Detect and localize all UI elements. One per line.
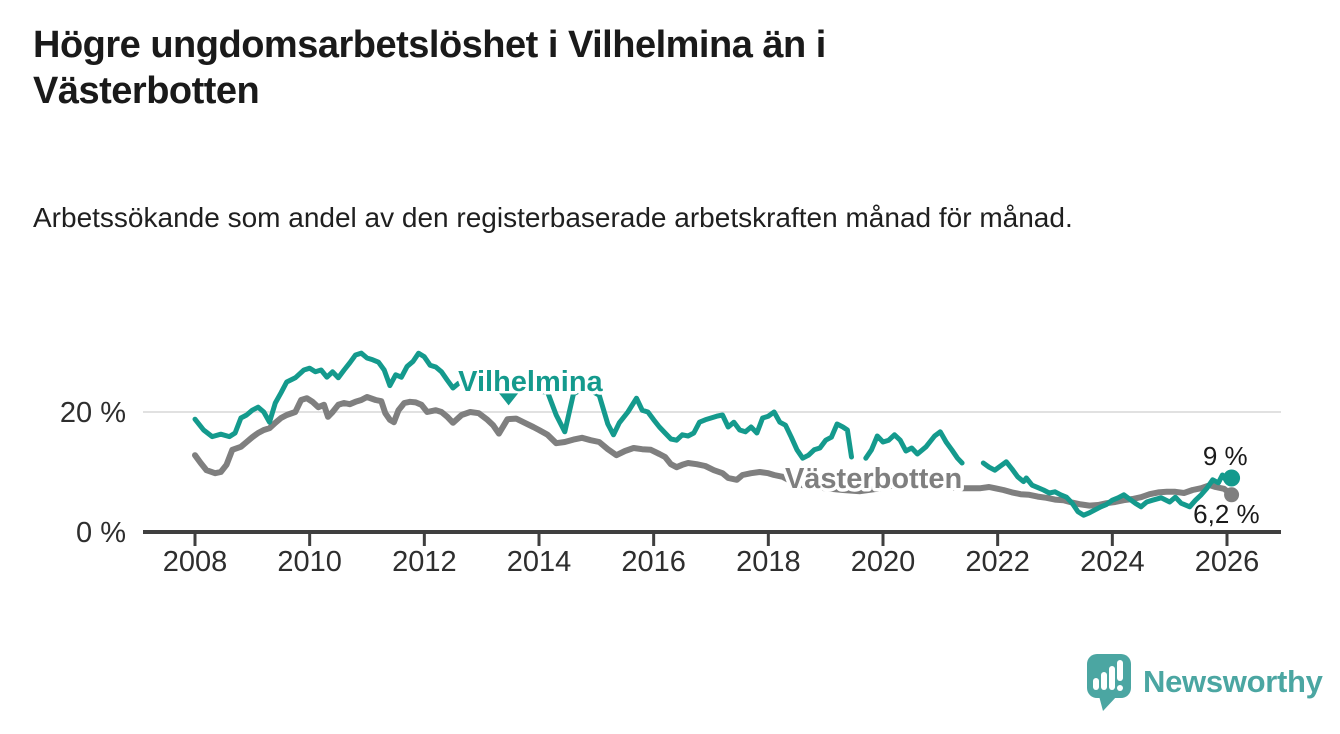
x-axis-tick-label: 2010 (277, 546, 342, 578)
end-value-label: 9 % (1203, 441, 1248, 471)
series-label-vilhelmina: Vilhelmina (458, 366, 603, 398)
series-line-västerbotten (192, 394, 1235, 509)
newsworthy-logo: Newsworthy (1086, 652, 1323, 712)
end-value-label: 6,2 % (1193, 499, 1260, 529)
line-chart: 0 % 20 % 2008 2010 2012 2014 2016 2018 2020 2022 2… (60, 350, 1281, 578)
x-axis-tick-label: 2022 (965, 546, 1030, 578)
x-axis-tick-label: 2016 (621, 546, 686, 578)
x-axis-tick-label: 2024 (1080, 546, 1145, 578)
x-axis-tick-label: 2014 (507, 546, 572, 578)
newsworthy-brand-name: Newsworthy (1143, 664, 1323, 699)
chart-title: Högre ungdomsarbetslöshet i Vilhelmina ä… (33, 24, 826, 113)
series-label-pointer-icon (499, 393, 519, 406)
x-axis-tick-label: 2018 (736, 546, 801, 578)
x-axis-tick-label: 2026 (1195, 546, 1260, 578)
bar-chart-speech-bubble-icon (1087, 654, 1131, 711)
series-line-vilhelmina (192, 350, 1235, 518)
y-axis-tick-label: 0 % (76, 517, 126, 549)
x-axis-tick-label: 2020 (851, 546, 916, 578)
y-axis-tick-label: 20 % (60, 397, 126, 429)
chart-subtitle: Arbetssökande som andel av den registerb… (33, 202, 1073, 233)
series-label-västerbotten: Västerbotten (785, 463, 962, 495)
x-axis-tick-label: 2008 (163, 546, 228, 578)
series-end-dot-vilhelmina (1223, 469, 1241, 487)
series-end-dot-västerbotten (1224, 487, 1240, 503)
x-axis-tick-label: 2012 (392, 546, 457, 578)
